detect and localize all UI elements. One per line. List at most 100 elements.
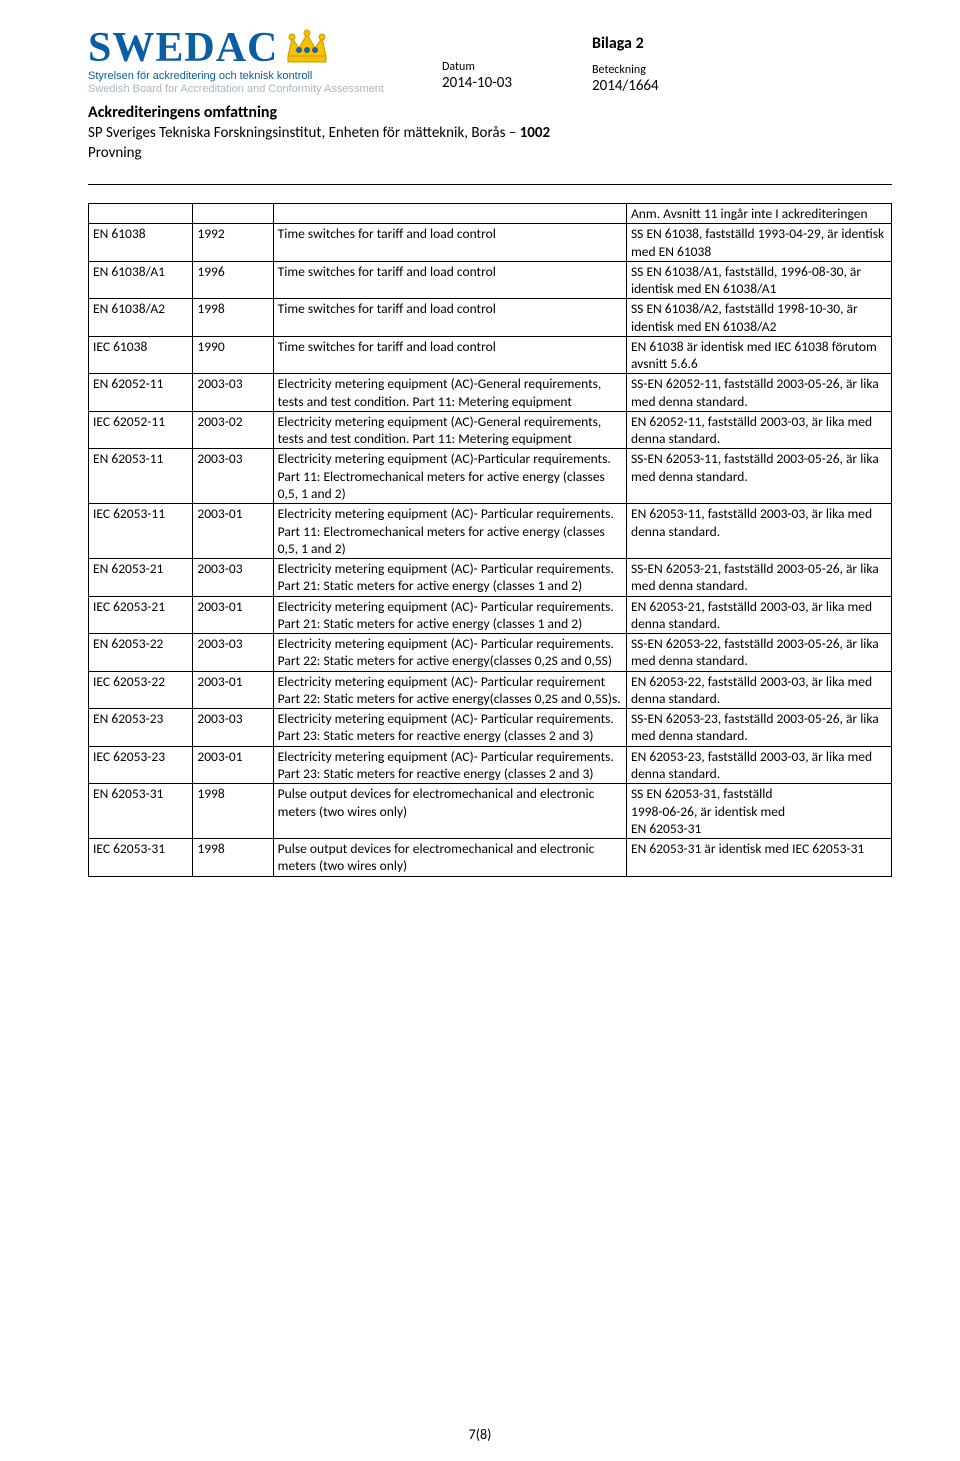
separator [88, 184, 892, 185]
table-cell: SS EN 61038/A2, fastställd 1998-10-30, ä… [626, 299, 891, 337]
table-row: IEC 62053-222003-01Electricity metering … [89, 671, 892, 709]
table-cell: 2003-01 [193, 504, 273, 559]
table-cell: Pulse output devices for electromechanic… [273, 839, 626, 877]
table-cell: EN 62053-23 [89, 709, 193, 747]
table-cell: SS-EN 62052-11, fastställd 2003-05-26, ä… [626, 374, 891, 412]
table-cell: Time switches for tariff and load contro… [273, 261, 626, 299]
table-row: IEC 62053-212003-01Electricity metering … [89, 596, 892, 634]
table-cell [89, 204, 193, 224]
table-row: EN 62053-311998Pulse output devices for … [89, 784, 892, 839]
table-cell: Electricity metering equipment (AC)-Gene… [273, 374, 626, 412]
table-row: EN 62053-232003-03Electricity metering e… [89, 709, 892, 747]
bilaga-label: Bilaga 2 [592, 34, 659, 53]
scope-title: Ackrediteringens omfattning [88, 103, 892, 122]
table-cell: 2003-02 [193, 411, 273, 449]
table-cell: EN 61038/A1 [89, 261, 193, 299]
table-cell: IEC 62052-11 [89, 411, 193, 449]
table-cell: 1992 [193, 224, 273, 262]
table-cell: EN 62053-22 [89, 634, 193, 672]
table-cell: Electricity metering equipment (AC)- Par… [273, 559, 626, 597]
table-cell: 1998 [193, 784, 273, 839]
table-cell: EN 61038 är identisk med IEC 61038 förut… [626, 336, 891, 374]
logo-text: SWEDAC [88, 24, 278, 72]
table-cell: EN 62053-22, fastställd 2003-03, är lika… [626, 671, 891, 709]
table-cell [193, 204, 273, 224]
table-cell: EN 62053-21, fastställd 2003-03, är lika… [626, 596, 891, 634]
table-row: EN 62052-112003-03Electricity metering e… [89, 374, 892, 412]
table-cell: Time switches for tariff and load contro… [273, 224, 626, 262]
datum-label: Datum [442, 60, 512, 74]
table-cell: Electricity metering equipment (AC)- Par… [273, 596, 626, 634]
table-cell: 1998 [193, 299, 273, 337]
table-cell: EN 61038/A2 [89, 299, 193, 337]
beteckning-value: 2014/1664 [592, 77, 659, 95]
table-cell: EN 62053-21 [89, 559, 193, 597]
table-cell: 1990 [193, 336, 273, 374]
table-cell [273, 204, 626, 224]
scope-line2: Provning [88, 144, 892, 162]
table-cell: IEC 62053-21 [89, 596, 193, 634]
table-cell: IEC 61038 [89, 336, 193, 374]
table-cell: IEC 62053-23 [89, 746, 193, 784]
table-cell: SS-EN 62053-22, fastställd 2003-05-26, ä… [626, 634, 891, 672]
table-cell: IEC 62053-31 [89, 839, 193, 877]
meta-datum: Datum 2014-10-03 [442, 34, 512, 95]
table-cell: Time switches for tariff and load contro… [273, 336, 626, 374]
table-row: EN 61038/A11996Time switches for tariff … [89, 261, 892, 299]
table-row: IEC 610381990Time switches for tariff an… [89, 336, 892, 374]
table-cell: SS-EN 62053-11, fastställd 2003-05-26, ä… [626, 449, 891, 504]
table-cell: EN 62053-31 är identisk med IEC 62053-31 [626, 839, 891, 877]
table-cell: Electricity metering equipment (AC)- Par… [273, 634, 626, 672]
table-cell: 2003-03 [193, 709, 273, 747]
logo-top: SWEDAC [88, 24, 418, 72]
table-cell: IEC 62053-22 [89, 671, 193, 709]
page: SWEDAC Styrelsen för ackreditering och t… [0, 0, 960, 1461]
table-row: IEC 62053-311998Pulse output devices for… [89, 839, 892, 877]
table-row: EN 610381992Time switches for tariff and… [89, 224, 892, 262]
table-cell: SS EN 61038, fastställd 1993-04-29, är i… [626, 224, 891, 262]
table-cell: EN 62052-11, fastställd 2003-03, är lika… [626, 411, 891, 449]
table-cell: 2003-03 [193, 559, 273, 597]
table-row: IEC 62053-112003-01Electricity metering … [89, 504, 892, 559]
table-cell: Electricity metering equipment (AC)- Par… [273, 504, 626, 559]
table-cell: SS EN 61038/A1, fastställd, 1996-08-30, … [626, 261, 891, 299]
table-cell: Anm. Avsnitt 11 ingår inte I ackrediteri… [626, 204, 891, 224]
meta-block: Datum 2014-10-03 Bilaga 2 Beteckning 201… [442, 24, 892, 95]
table-cell: Pulse output devices for electromechanic… [273, 784, 626, 839]
page-number: 7(8) [469, 1426, 492, 1443]
table-cell: 2003-03 [193, 449, 273, 504]
logo-block: SWEDAC Styrelsen för ackreditering och t… [88, 24, 418, 95]
table-row: EN 62053-222003-03Electricity metering e… [89, 634, 892, 672]
table-cell: SS-EN 62053-21, fastställd 2003-05-26, ä… [626, 559, 891, 597]
table-cell: 2003-01 [193, 596, 273, 634]
table-row: EN 62053-212003-03Electricity metering e… [89, 559, 892, 597]
table-cell: Electricity metering equipment (AC)-Gene… [273, 411, 626, 449]
table-cell: 2003-01 [193, 671, 273, 709]
crown-icon [284, 26, 330, 70]
table-cell: SS-EN 62053-23, fastställd 2003-05-26, ä… [626, 709, 891, 747]
table-cell: Electricity metering equipment (AC)- Par… [273, 671, 626, 709]
table-row: EN 61038/A21998Time switches for tariff … [89, 299, 892, 337]
table-cell: EN 62052-11 [89, 374, 193, 412]
table-cell: 2003-03 [193, 374, 273, 412]
scope-line1-num: 1002 [520, 124, 550, 142]
meta-beteckning: Bilaga 2 Beteckning 2014/1664 [592, 34, 659, 95]
table-cell: Electricity metering equipment (AC)-Part… [273, 449, 626, 504]
table-cell: 2003-03 [193, 634, 273, 672]
datum-value: 2014-10-03 [442, 74, 512, 92]
table-cell: EN 62053-11, fastställd 2003-03, är lika… [626, 504, 891, 559]
standards-table: Anm. Avsnitt 11 ingår inte I ackrediteri… [88, 203, 892, 877]
table-row: IEC 62053-232003-01Electricity metering … [89, 746, 892, 784]
table-row: EN 62053-112003-03Electricity metering e… [89, 449, 892, 504]
header: SWEDAC Styrelsen för ackreditering och t… [88, 24, 892, 95]
table-cell: IEC 62053-11 [89, 504, 193, 559]
table-cell: 2003-01 [193, 746, 273, 784]
table-cell: Time switches for tariff and load contro… [273, 299, 626, 337]
logo-subtitle-en: Swedish Board for Accreditation and Conf… [88, 83, 418, 95]
beteckning-label: Beteckning [592, 63, 659, 77]
table-cell: EN 62053-31 [89, 784, 193, 839]
table-cell: EN 62053-23, fastställd 2003-03, är lika… [626, 746, 891, 784]
table-cell: EN 61038 [89, 224, 193, 262]
table-cell: Electricity metering equipment (AC)- Par… [273, 709, 626, 747]
table-cell: 1996 [193, 261, 273, 299]
